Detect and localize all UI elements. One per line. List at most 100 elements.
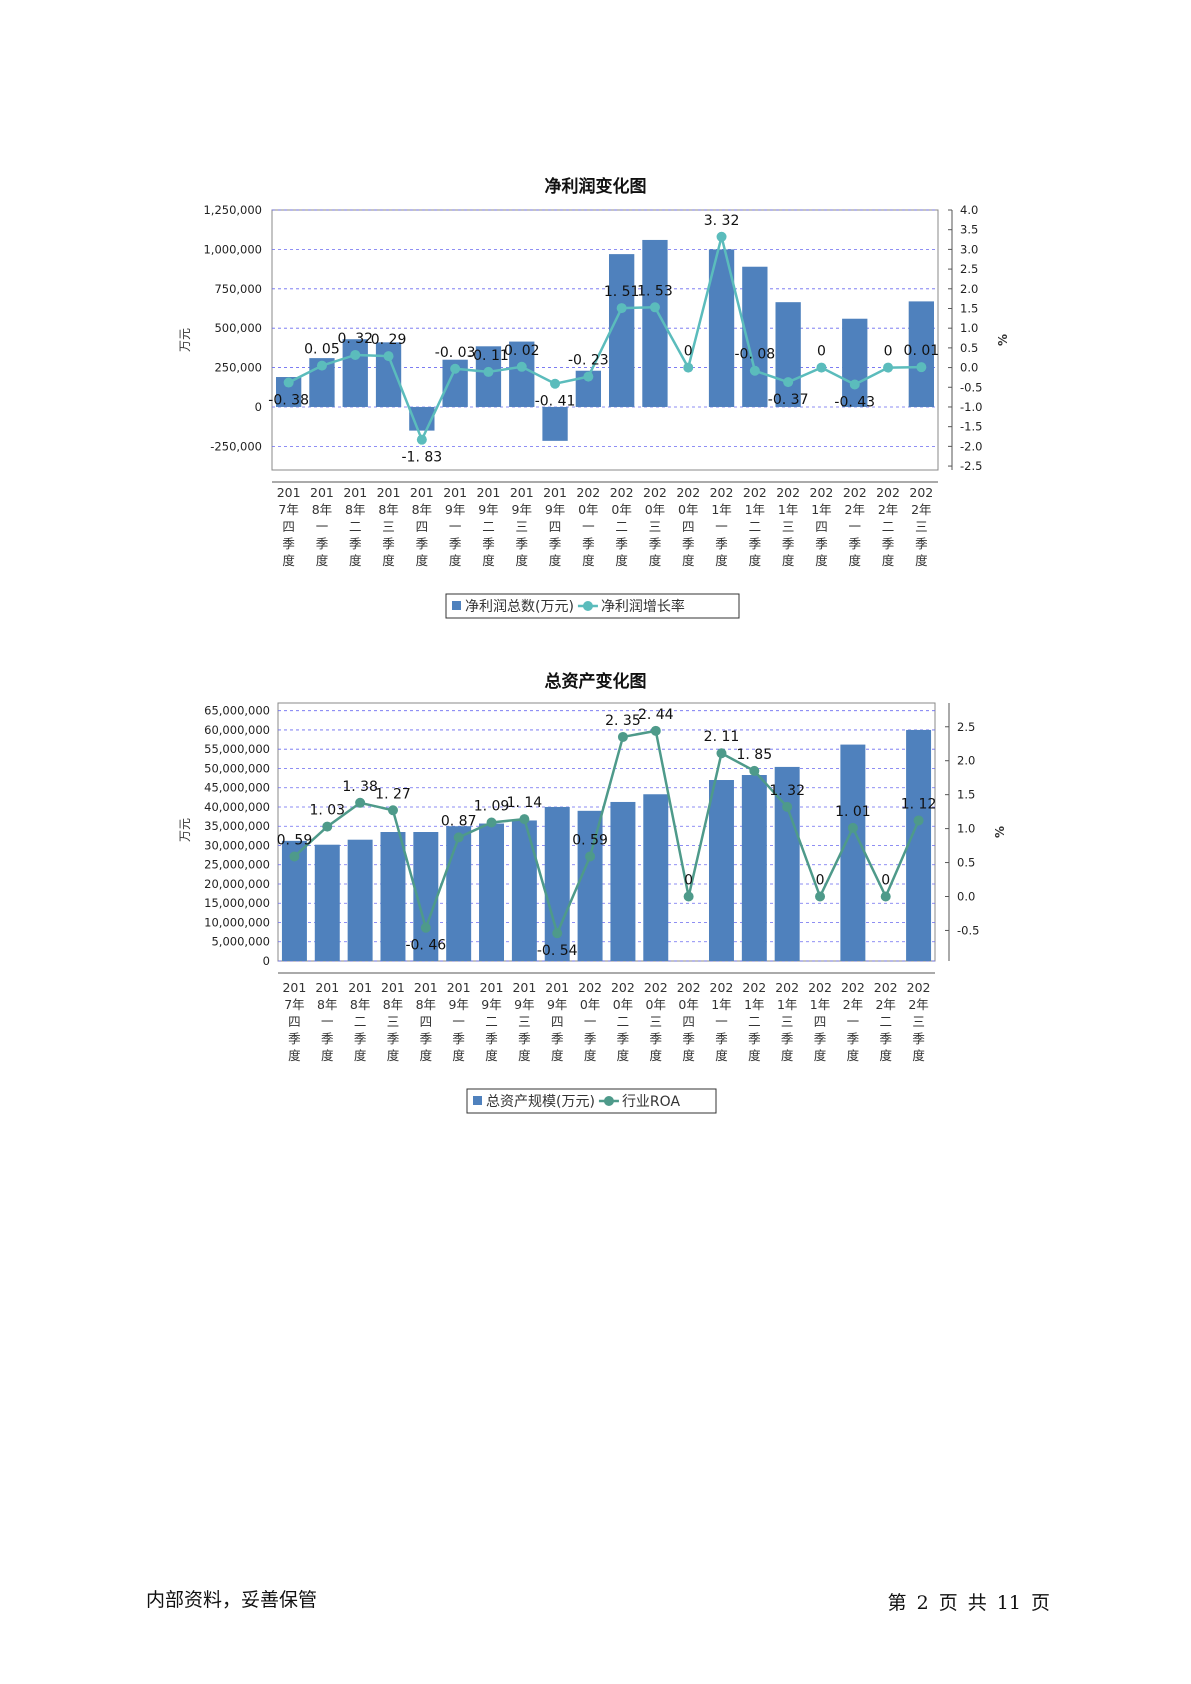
x-tick-label: 202: [710, 980, 734, 995]
x-tick-label: 季: [649, 536, 662, 551]
x-tick-label: 度: [288, 1048, 301, 1063]
legend-box: [466, 1088, 717, 1114]
x-tick-label: 度: [485, 1048, 498, 1063]
data-label: 1. 53: [637, 283, 673, 299]
y-tick-label: -250,000: [210, 439, 262, 453]
legend-line-marker: [582, 601, 593, 611]
x-tick-label: 1年: [711, 502, 731, 517]
x-tick-label: 202: [775, 980, 799, 995]
x-tick-label: 一: [848, 519, 861, 534]
line-point: [916, 362, 927, 373]
x-tick-label: 季: [482, 536, 495, 551]
x-tick-label: 7年: [278, 502, 298, 517]
line-point: [847, 822, 858, 833]
line-point: [420, 922, 431, 933]
x-tick-label: 度: [782, 553, 795, 568]
y-axis-title: 万元: [178, 818, 192, 842]
page-number: 第 2 页 共 11 页: [887, 1592, 1050, 1614]
y-tick-label: 45,000,000: [204, 781, 270, 795]
x-tick-label: 2年: [875, 997, 895, 1012]
x-tick-label: 1年: [778, 502, 798, 517]
x-tick-label: 201: [315, 980, 339, 995]
line-point: [416, 434, 427, 445]
data-label: -0. 03: [435, 345, 476, 361]
x-tick-label: 202: [676, 485, 700, 500]
x-tick-label: 0年: [611, 502, 631, 517]
legend-line-marker: [603, 1096, 614, 1106]
x-tick-label: 一: [715, 519, 728, 534]
total-assets-chart-svg: 65,000,000 60,000,000 55,000,000 50,000,000…: [178, 702, 1007, 1114]
x-tick-label: 9年: [512, 502, 532, 517]
x-tick-label: 二: [482, 519, 495, 534]
x-tick-label: 三: [387, 1014, 400, 1029]
line-point: [749, 765, 760, 776]
data-label: 1. 85: [737, 747, 773, 763]
data-label: -0. 11: [468, 348, 509, 364]
x-tick-label: 202: [909, 485, 933, 500]
data-label: 0. 59: [277, 832, 313, 848]
x-tick-label: 度: [482, 553, 495, 568]
line-point: [683, 362, 694, 373]
x-tick-label: 201: [348, 980, 372, 995]
x-tick-label: 201: [410, 485, 434, 500]
x-tick-label: 季: [815, 536, 828, 551]
x-tick-label: 度: [449, 553, 462, 568]
y2-tick-label: 0.0: [960, 361, 978, 375]
y-tick-label: 20,000,000: [204, 877, 270, 891]
x-tick-label: 四: [814, 1014, 827, 1029]
y-tick-label: 55,000,000: [204, 742, 270, 756]
x-tick-label: 202: [677, 980, 701, 995]
x-tick-label: 度: [321, 1048, 334, 1063]
x-tick-label: 三: [518, 1014, 531, 1029]
data-label: 2. 11: [704, 729, 740, 745]
line-point: [387, 805, 398, 816]
x-tick-label: 四: [815, 519, 828, 534]
x-tick-label: 7年: [284, 997, 304, 1012]
x-tick-label: 季: [912, 1031, 925, 1046]
data-label: 1. 38: [342, 779, 378, 795]
x-tick-label: 度: [912, 1048, 925, 1063]
x-tick-label: 2年: [908, 997, 928, 1012]
bar: [842, 318, 868, 407]
line-point: [617, 731, 628, 742]
x-tick-label: 度: [814, 1048, 827, 1063]
bar: [906, 729, 932, 961]
data-label: 1. 51: [604, 284, 640, 300]
bar: [840, 744, 866, 961]
data-label: 3. 32: [704, 213, 740, 229]
x-tick-label: 三: [912, 1014, 925, 1029]
x-tick-label: 1年: [777, 997, 797, 1012]
x-tick-label: 0年: [580, 997, 600, 1012]
bar: [708, 780, 734, 961]
data-label: 0. 87: [441, 813, 477, 829]
line-point: [486, 817, 497, 828]
line-point: [350, 349, 361, 360]
bar: [643, 794, 669, 961]
x-tick-label: 度: [748, 1048, 761, 1063]
bar: [610, 801, 636, 961]
x-tick-label: 2年: [843, 997, 863, 1012]
x-tick-label: 202: [808, 980, 832, 995]
x-tick-label: 2年: [911, 502, 931, 517]
y2-tick-label: -0.5: [960, 380, 982, 394]
x-tick-label: 8年: [350, 997, 370, 1012]
x-tick-label: 度: [582, 553, 595, 568]
x-tick-label: 度: [452, 1048, 465, 1063]
y2-tick-label: -0.5: [957, 923, 979, 937]
x-tick-label: 8年: [378, 502, 398, 517]
x-tick-label: 9年: [448, 997, 468, 1012]
x-tick-label: 202: [644, 980, 668, 995]
x-tick-label: 四: [551, 1014, 564, 1029]
x-tick-label: 202: [643, 485, 667, 500]
x-tick-label: 201: [443, 485, 467, 500]
x-tick-label: 202: [810, 485, 834, 500]
x-tick-label: 季: [749, 536, 762, 551]
bar: [542, 406, 568, 441]
x-tick-label: 9年: [545, 502, 565, 517]
data-label: 0: [817, 344, 826, 360]
y-tick-label: 10,000,000: [204, 915, 270, 929]
data-label: 0: [684, 344, 693, 360]
x-tick-label: 2年: [878, 502, 898, 517]
x-tick-label: 202: [874, 980, 898, 995]
x-tick-label: 季: [715, 536, 728, 551]
